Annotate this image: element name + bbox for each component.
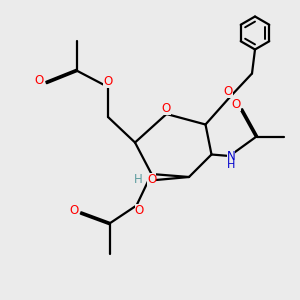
Text: N: N [226, 150, 236, 163]
Text: O: O [69, 203, 78, 217]
Text: O: O [224, 85, 232, 98]
Text: O: O [147, 173, 156, 186]
Text: O: O [103, 75, 112, 88]
Text: O: O [34, 74, 43, 88]
Text: O: O [135, 203, 144, 217]
Text: H: H [227, 160, 235, 170]
Text: H: H [134, 173, 142, 186]
Text: O: O [162, 102, 171, 115]
Text: O: O [232, 98, 241, 111]
